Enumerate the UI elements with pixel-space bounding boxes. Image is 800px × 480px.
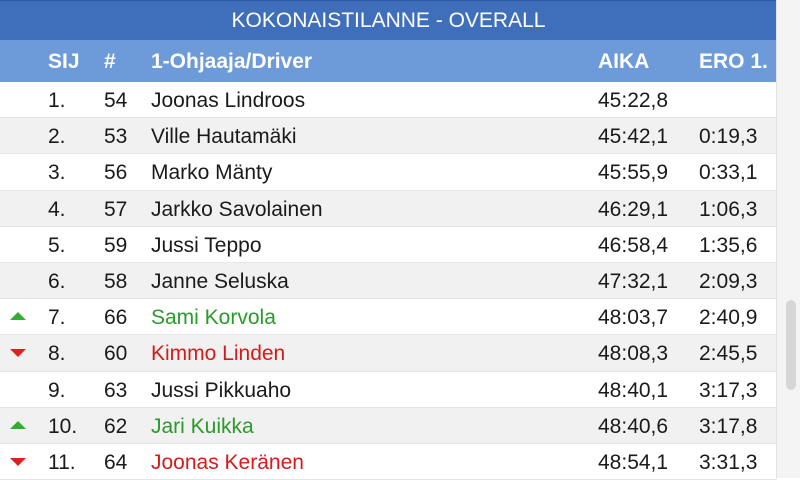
time-cell: 48:40,1: [598, 378, 669, 402]
position-cell: 4.: [48, 197, 66, 221]
car-number-cell: 60: [104, 342, 128, 366]
vertical-scrollbar[interactable]: [776, 0, 800, 478]
table-row[interactable]: 3. 56 Marko Mänty 45:55,9 0:33,1: [0, 154, 777, 191]
car-number-cell: 59: [104, 233, 128, 257]
car-number-cell: 66: [104, 306, 128, 330]
driver-name-cell: Jarkko Savolainen: [151, 197, 323, 221]
position-cell: 8.: [48, 342, 66, 366]
results-table: 1. 54 Joonas Lindroos 45:22,8 2. 53 Ville Haut…: [0, 82, 777, 480]
table-row[interactable]: 4. 57 Jarkko Savolainen 46:29,1 1:06,3: [0, 190, 777, 227]
driver-name-cell: Ville Hautamäki: [151, 125, 297, 149]
table-row[interactable]: 6. 58 Janne Seluska 47:32,1 2:09,3: [0, 262, 777, 300]
position-down-icon: [10, 349, 26, 358]
position-cell: 9.: [48, 378, 66, 402]
table-row[interactable]: 7. 66 Sami Korvola 48:03,7 2:40,9: [0, 299, 777, 336]
car-number-cell: 53: [104, 125, 128, 149]
driver-name-cell: Jussi Teppo: [151, 233, 262, 257]
position-up-icon: [10, 312, 26, 321]
car-number-cell: 58: [104, 269, 128, 293]
position-cell: 5.: [48, 233, 66, 257]
driver-name-cell: Janne Seluska: [151, 269, 289, 293]
time-cell: 45:42,1: [598, 125, 669, 149]
gap-cell: 1:35,6: [699, 233, 758, 257]
car-number-cell: 56: [104, 161, 128, 185]
gap-cell: 2:45,5: [699, 342, 758, 366]
table-row[interactable]: 5. 59 Jussi Teppo 46:58,4 1:35,6: [0, 227, 777, 263]
position-cell: 11.: [48, 450, 76, 474]
time-cell: 48:54,1: [598, 450, 669, 474]
car-number-cell: 63: [104, 378, 128, 402]
position-cell: 2.: [48, 125, 66, 149]
table-row[interactable]: 2. 53 Ville Hautamäki 45:42,1 0:19,3: [0, 118, 777, 155]
position-up-icon: [10, 420, 26, 429]
driver-name-cell: Marko Mänty: [151, 161, 273, 185]
table-row[interactable]: 9. 63 Jussi Pikkuaho 48:40,1 3:17,3: [0, 372, 777, 408]
col-header-driver[interactable]: 1-Ohjaaja/Driver: [151, 50, 313, 73]
gap-cell: 3:17,8: [699, 414, 758, 438]
time-cell: 48:40,6: [598, 414, 669, 438]
page-title: KOKONAISTILANNE - OVERALL: [0, 0, 777, 40]
gap-cell: 1:06,3: [699, 197, 758, 221]
scrollbar-thumb[interactable]: [786, 300, 796, 390]
time-cell: 46:29,1: [598, 197, 669, 221]
table-row[interactable]: 10. 62 Jari Kuikka 48:40,6 3:17,8: [0, 407, 777, 444]
driver-name-cell: Joonas Lindroos: [151, 89, 306, 112]
driver-name-cell: Joonas Keränen: [151, 450, 304, 474]
time-cell: 48:03,7: [598, 306, 669, 330]
gap-cell: 3:31,3: [699, 450, 758, 474]
gap-cell: 0:19,3: [699, 125, 758, 149]
position-cell: 7.: [48, 306, 66, 330]
gap-cell: 3:17,3: [699, 378, 758, 402]
time-cell: 48:08,3: [598, 342, 669, 366]
col-header-num[interactable]: #: [104, 50, 116, 73]
time-cell: 45:55,9: [598, 161, 669, 185]
time-cell: 46:58,4: [598, 233, 669, 257]
car-number-cell: 54: [104, 89, 128, 112]
table-row[interactable]: 11. 64 Joonas Keränen 48:54,1 3:31,3: [0, 444, 777, 480]
driver-name-cell: Kimmo Linden: [151, 342, 286, 366]
car-number-cell: 62: [104, 414, 128, 438]
time-cell: 47:32,1: [598, 269, 669, 293]
table-row[interactable]: 8. 60 Kimmo Linden 48:08,3 2:45,5: [0, 335, 777, 372]
car-number-cell: 57: [104, 197, 128, 221]
time-cell: 45:22,8: [598, 89, 669, 112]
table-header: SIJ # 1-Ohjaaja/Driver AIKA ERO 1.: [0, 40, 777, 82]
car-number-cell: 64: [104, 450, 128, 474]
col-header-pos[interactable]: SIJ: [48, 50, 80, 73]
gap-cell: 0:33,1: [699, 161, 758, 185]
col-header-time[interactable]: AIKA: [598, 50, 650, 73]
position-cell: 1.: [48, 89, 66, 112]
position-cell: 10.: [48, 414, 78, 438]
position-cell: 6.: [48, 269, 66, 293]
gap-cell: 2:40,9: [699, 306, 758, 330]
position-down-icon: [10, 457, 26, 466]
driver-name-cell: Jussi Pikkuaho: [151, 378, 292, 402]
driver-name-cell: Sami Korvola: [151, 306, 276, 330]
gap-cell: 2:09,3: [699, 269, 758, 293]
position-cell: 3.: [48, 161, 66, 185]
col-header-gap[interactable]: ERO 1.: [699, 50, 768, 73]
driver-name-cell: Jari Kuikka: [151, 414, 254, 438]
table-row[interactable]: 1. 54 Joonas Lindroos 45:22,8: [0, 82, 777, 119]
